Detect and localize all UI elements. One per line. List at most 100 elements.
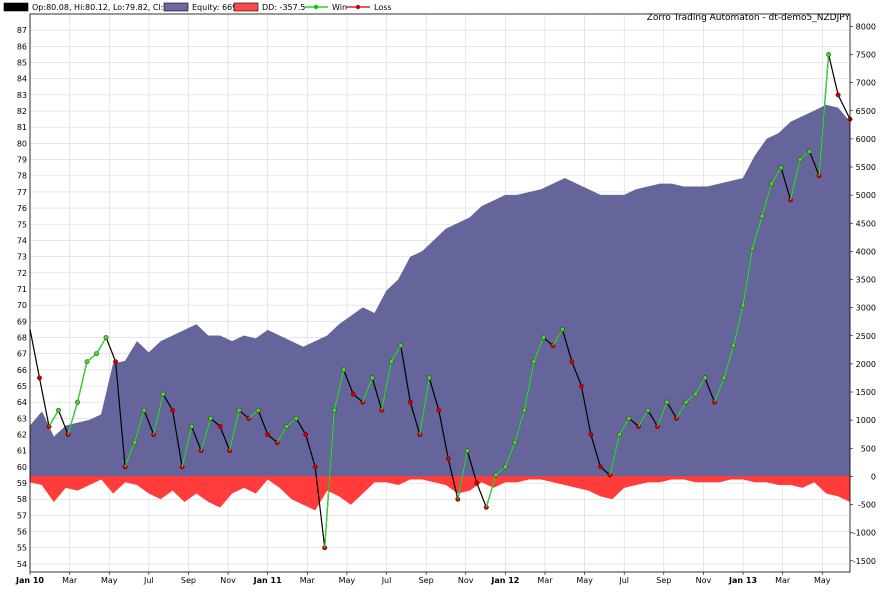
x-tick-label: May — [576, 576, 593, 585]
y-left-tick-label: 86 — [17, 42, 27, 51]
y-left-tick-label: 55 — [17, 544, 27, 553]
trade-win-segment — [637, 409, 649, 427]
trade-win-segment — [48, 409, 60, 427]
trade-win-segment — [504, 442, 516, 468]
trade-loss-point — [350, 391, 356, 397]
trade-win-segment — [324, 410, 335, 548]
x-tick-label: Mar — [775, 576, 791, 585]
y-left-tick-label: 61 — [17, 447, 27, 456]
y-left-tick-label: 70 — [17, 301, 27, 310]
trade-win-point — [540, 335, 546, 340]
x-tick-label: Mar — [537, 576, 553, 585]
y-left-tick-label: 57 — [17, 511, 27, 520]
legend-swatch-dot — [355, 4, 361, 10]
x-tick-label: Jan 11 — [253, 576, 282, 585]
trade-win-segment — [618, 418, 630, 435]
y-right-tick-label: 1000 — [856, 416, 876, 425]
trade-win-point — [702, 375, 708, 381]
y-right-tick-label: 4500 — [856, 219, 876, 228]
x-tick-label: Nov — [458, 576, 474, 585]
x-tick-label: Jan 13 — [728, 576, 757, 585]
trade-win-point — [255, 407, 261, 413]
y-right-tick-label: 7000 — [856, 79, 876, 88]
y-right-tick-label: -1500 — [853, 557, 876, 566]
legend-label: Op:80.08, Hi:80.12, Lo:79.82, Cl:80.01 — [32, 3, 186, 12]
y-left-tick-label: 65 — [17, 382, 27, 391]
trade-win-point — [426, 375, 432, 381]
legend-swatch — [163, 2, 189, 12]
trade-loss-point — [312, 464, 318, 470]
y-left-tick-label: 62 — [17, 431, 27, 440]
y-right-tick-label: 0 — [871, 472, 876, 481]
y-left-tick-label: 85 — [17, 59, 27, 68]
legend-swatch — [233, 2, 259, 12]
trade-win-segment — [751, 216, 763, 249]
line-layer — [29, 51, 853, 551]
y-left-tick-label: 74 — [17, 236, 27, 245]
legend-swatch — [3, 2, 29, 12]
trade-loss-point — [303, 432, 309, 437]
trade-win-segment — [181, 426, 193, 468]
y-left-tick-label: 83 — [17, 91, 27, 100]
x-tick-label: Mar — [62, 576, 78, 585]
trade-win-segment — [381, 361, 392, 411]
x-tick-label: May — [814, 576, 831, 585]
trade-win-point — [141, 407, 147, 413]
trade-win-segment — [276, 426, 288, 443]
legend-label: Equity: 6693 — [192, 3, 242, 12]
trade-win-segment — [67, 402, 79, 435]
series-area-dd — [29, 476, 851, 511]
trade-loss-point — [474, 480, 480, 486]
y-left-tick-label: 72 — [17, 269, 27, 278]
trade-win-segment — [153, 393, 164, 435]
y-left-tick-label: 69 — [17, 317, 27, 326]
trade-win-segment — [229, 410, 240, 451]
trade-win-segment — [552, 329, 563, 346]
trade-loss-point — [835, 92, 841, 98]
trade-win-segment — [419, 377, 430, 435]
y-left-tick-label: 68 — [17, 333, 27, 342]
y-left-tick-label: 82 — [17, 107, 27, 116]
trade-win-segment — [134, 410, 145, 443]
y-left-tick-label: 73 — [17, 253, 27, 262]
y-left-tick-label: 79 — [17, 156, 27, 165]
trade-win-point — [236, 407, 242, 413]
trade-loss-point — [597, 464, 603, 470]
trade-loss-point — [578, 383, 584, 389]
y-left-tick-label: 76 — [17, 204, 27, 213]
trade-loss-point — [445, 456, 451, 462]
trade-win-segment — [742, 248, 754, 306]
trade-win-segment — [723, 345, 735, 379]
trade-win-point — [645, 407, 651, 413]
plot-frame — [29, 13, 851, 573]
trade-win-point — [807, 149, 813, 154]
y-right-tick-label: -1000 — [853, 529, 876, 538]
y-left-tick-label: 58 — [17, 495, 27, 504]
y-left-tick-label: 67 — [17, 350, 27, 359]
y-right-tick-label: 7500 — [856, 51, 876, 60]
trade-loss-point — [37, 375, 42, 381]
trade-win-segment — [609, 434, 621, 476]
area-layer — [29, 104, 851, 511]
trade-loss-point — [588, 432, 594, 437]
x-tick-label: Nov — [696, 576, 712, 585]
x-axis: Jan 10 Mar May Jul Sep Nov Jan 11 Mar May Jul Sep N… — [15, 572, 831, 585]
y-left-tick-label: 63 — [17, 414, 27, 423]
x-tick-label: Jul — [618, 576, 629, 585]
trade-win-point — [369, 375, 375, 381]
trade-win-segment — [656, 401, 668, 427]
y-left-tick-label: 64 — [17, 398, 27, 407]
legend-item: Equity: 6693 — [163, 2, 242, 12]
trade-win-segment — [732, 304, 744, 346]
trade-win-segment — [789, 159, 801, 201]
y-right-tick-label: 2000 — [856, 360, 876, 369]
trade-win-segment — [333, 369, 345, 411]
y-right-tick-label: 3500 — [856, 276, 876, 285]
x-tick-label: Jul — [143, 576, 154, 585]
x-tick-label: Jan 10 — [15, 576, 44, 585]
y-right-tick-label: 4000 — [856, 247, 876, 256]
trade-win-segment — [533, 337, 544, 362]
trade-loss-point — [265, 432, 271, 437]
y-right-tick-label: 6500 — [856, 107, 876, 116]
